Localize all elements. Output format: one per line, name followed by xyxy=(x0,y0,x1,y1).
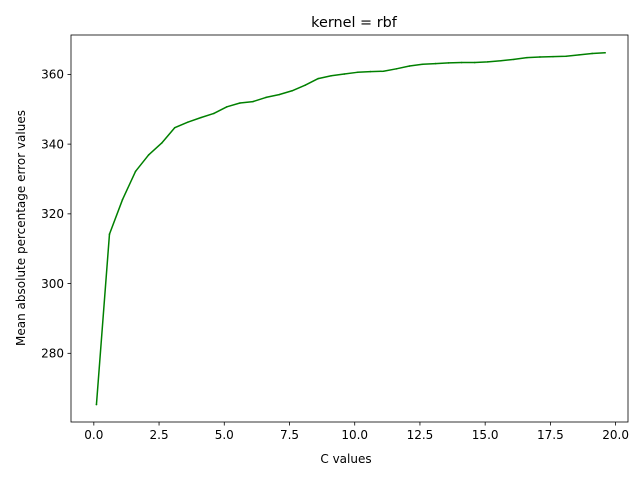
data-point xyxy=(565,55,567,58)
x-axis-ticks: 0.0 2.5 5.0 7.5 10.0 12.5 15.0 17.5 20.0 xyxy=(84,422,629,442)
data-point xyxy=(199,116,202,119)
y-tick-label: 280 xyxy=(41,347,64,361)
data-point xyxy=(486,61,489,63)
y-tick-label: 340 xyxy=(41,137,64,151)
data-point xyxy=(265,96,267,99)
data-point xyxy=(108,233,111,235)
data-point xyxy=(213,112,215,115)
data-point xyxy=(226,106,228,108)
x-tick-label: 15.0 xyxy=(472,428,499,442)
data-point xyxy=(500,60,502,62)
chart-title: kernel = rbf xyxy=(311,15,398,31)
x-axis-label: C values xyxy=(320,452,371,466)
data-point xyxy=(395,68,398,70)
x-tick-label: 2.5 xyxy=(150,428,169,442)
data-point xyxy=(434,62,437,65)
data-point xyxy=(578,54,580,56)
data-point xyxy=(278,93,280,96)
x-tick-label: 0.0 xyxy=(84,428,103,442)
x-tick-label: 20.0 xyxy=(602,428,629,442)
data-point xyxy=(447,62,450,64)
x-tick-label: 7.5 xyxy=(280,428,299,442)
data-point xyxy=(408,65,411,67)
x-tick-label: 12.5 xyxy=(407,428,434,442)
data-point xyxy=(291,89,293,92)
data-point xyxy=(343,73,346,75)
data-point xyxy=(147,154,150,156)
axes-frame xyxy=(70,34,629,423)
data-point xyxy=(460,61,463,64)
data-point xyxy=(330,74,333,77)
data-point xyxy=(252,100,254,103)
y-axis-ticks: 280 300 320 340 360 xyxy=(41,68,71,361)
data-point xyxy=(95,403,98,406)
y-axis-label: Mean absolute percentage error values xyxy=(14,110,28,346)
x-tick-label: 10.0 xyxy=(341,428,368,442)
data-point xyxy=(552,55,554,58)
y-tick-label: 320 xyxy=(41,207,64,221)
data-point xyxy=(356,71,359,74)
plot-area xyxy=(95,51,606,406)
data-point xyxy=(513,58,515,61)
data-point xyxy=(317,77,319,80)
x-tick-label: 5.0 xyxy=(215,428,234,442)
data-point xyxy=(186,121,189,123)
data-point xyxy=(121,198,124,201)
y-tick-label: 360 xyxy=(41,68,64,82)
data-point xyxy=(604,51,606,54)
data-point xyxy=(382,70,385,73)
data-point xyxy=(369,70,372,73)
x-tick-label: 17.5 xyxy=(537,428,564,442)
data-point xyxy=(173,126,176,129)
y-tick-label: 300 xyxy=(41,277,64,291)
data-point xyxy=(591,52,593,55)
data-point xyxy=(539,56,541,58)
data-point xyxy=(239,102,241,104)
data-point xyxy=(421,63,424,66)
data-point xyxy=(134,170,137,173)
data-point xyxy=(160,142,163,144)
data-point xyxy=(473,61,476,64)
data-point xyxy=(304,84,306,87)
data-point xyxy=(526,56,528,59)
series-line xyxy=(95,52,606,405)
